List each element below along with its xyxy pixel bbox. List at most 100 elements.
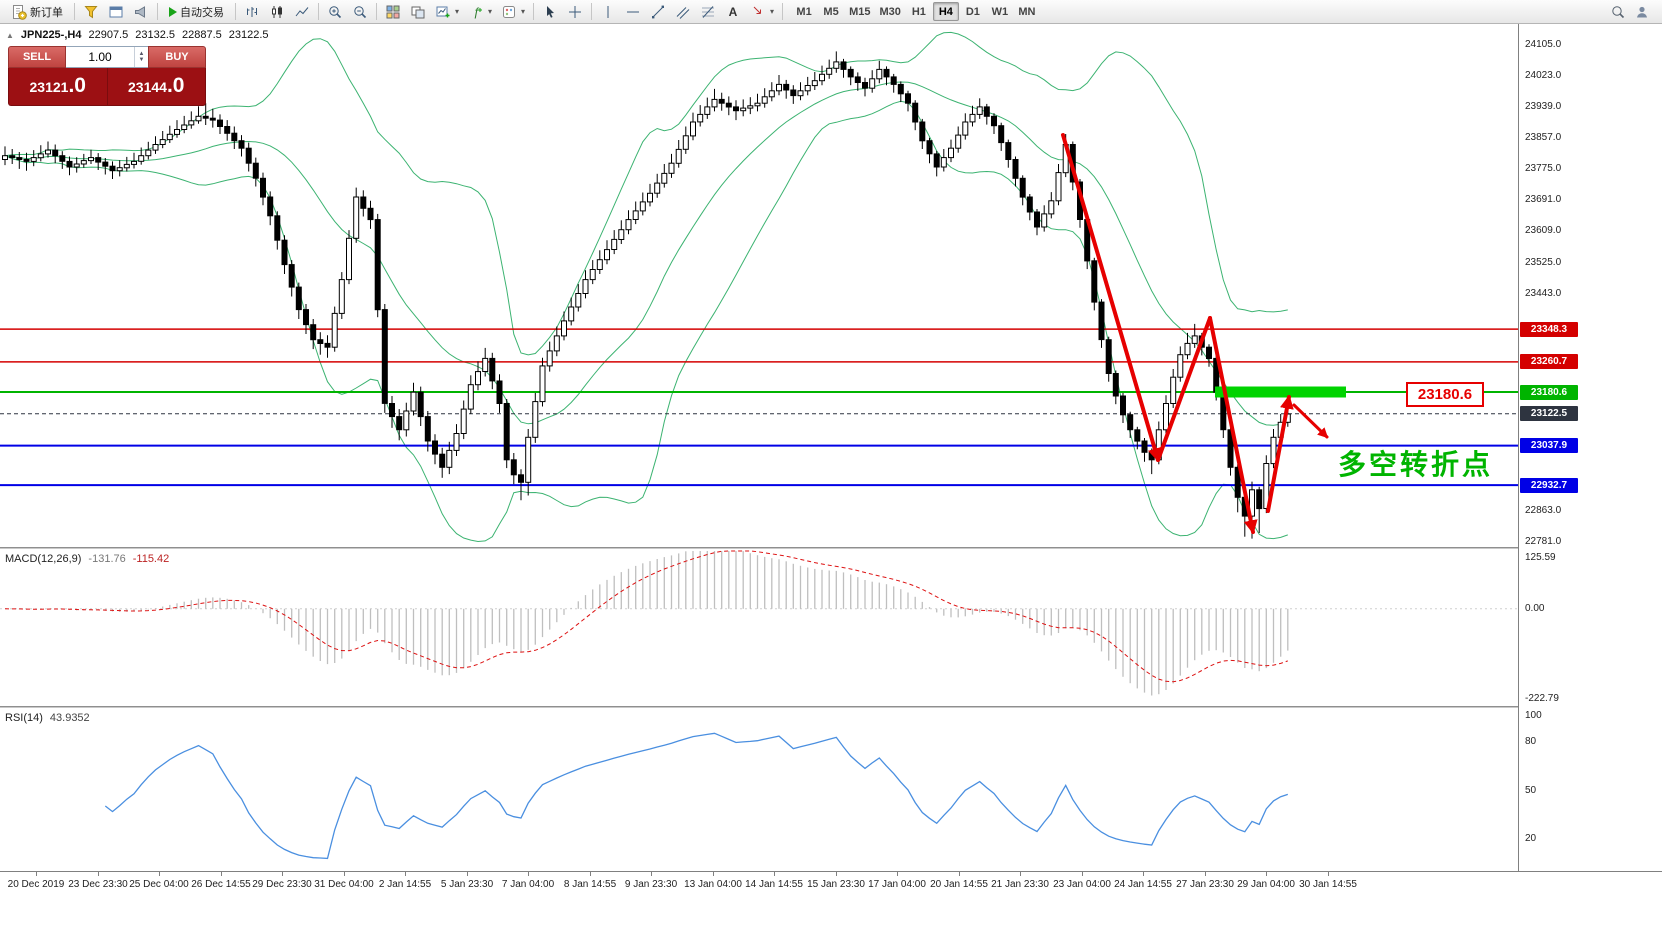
macd-main-value: -131.76 [88, 553, 126, 565]
line-chart-icon [294, 4, 310, 20]
candlestick-chart-button[interactable] [265, 1, 289, 22]
spinner-up-icon[interactable]: ▲ [138, 51, 145, 57]
time-tick [1328, 872, 1329, 876]
buy-price[interactable]: 23144 .0 [106, 68, 206, 105]
time-tick [959, 872, 960, 876]
chinese-note-text[interactable]: 多空转折点 [1338, 448, 1493, 480]
buy-price-main: 23144 [128, 79, 167, 95]
pane-separator[interactable] [0, 547, 1662, 549]
trend-arrow-5[interactable] [1292, 403, 1329, 439]
one-click-trade-panel: SELL 1.00 ▲ ▼ BUY 23121 .0 23144 .0 [8, 46, 206, 106]
arrange-windows-button[interactable] [406, 1, 430, 22]
text-tool-button[interactable]: A [721, 1, 745, 22]
rsi-scale-tick: 20 [1525, 833, 1537, 844]
time-tick [590, 872, 591, 876]
zoom-in-button[interactable] [323, 1, 347, 22]
timeframe-m1[interactable]: M1 [791, 2, 817, 21]
cursor-tool-button[interactable] [538, 1, 562, 22]
timeframe-d1[interactable]: D1 [960, 2, 986, 21]
tile-windows-button[interactable] [381, 1, 405, 22]
new-chart-button[interactable]: ▾ [431, 1, 463, 22]
vertical-line-tool-button[interactable] [596, 1, 620, 22]
price-scale[interactable]: 24105.0 24023.0 23939.0 23857.0 23775.0 23691… [1518, 24, 1662, 871]
new-order-button[interactable]: 新订单 [4, 1, 70, 22]
bar-chart-button[interactable] [240, 1, 264, 22]
sell-price[interactable]: 23121 .0 [9, 68, 107, 105]
toolbar-separator [157, 3, 158, 20]
pane-separator[interactable] [0, 706, 1662, 708]
toolbar-separator [235, 3, 236, 20]
arrows-tool-button[interactable]: ▾ [746, 1, 778, 22]
trendline-icon [652, 5, 665, 18]
templates-button[interactable]: ▾ [497, 1, 529, 22]
buy-button[interactable]: BUY [148, 46, 206, 68]
time-label: 9 Jan 23:30 [624, 879, 678, 890]
channel-icon [675, 4, 691, 20]
timeframe-h4[interactable]: H4 [932, 2, 959, 21]
timeframe-m5[interactable]: M5 [818, 2, 844, 21]
toolbar-separator [74, 3, 75, 20]
text-tool-icon: A [729, 5, 738, 19]
timeframe-m30[interactable]: M30 [875, 2, 904, 21]
ohlc-open: 22907.5 [88, 29, 129, 41]
indicators-button[interactable]: ƒ ▾ [464, 1, 496, 22]
search-button[interactable] [1606, 1, 1630, 22]
time-tick [344, 872, 345, 876]
fibonacci-tool-button[interactable] [696, 1, 720, 22]
time-label: 21 Jan 23:30 [991, 879, 1049, 890]
zoom-out-button[interactable] [348, 1, 372, 22]
collapse-arrow-icon[interactable]: ▲ [6, 30, 14, 40]
data-window-button[interactable] [104, 1, 128, 22]
trend-arrow-3[interactable] [1208, 316, 1258, 535]
dropdown-caret-icon: ▾ [455, 7, 460, 16]
time-tick [713, 872, 714, 876]
trendline-tool-button[interactable] [646, 1, 670, 22]
spinner-down-icon[interactable]: ▼ [138, 57, 145, 63]
terminal-button[interactable] [129, 1, 153, 22]
line-chart-button[interactable] [290, 1, 314, 22]
horizontal-levels[interactable] [0, 328, 1518, 487]
trend-arrow-2[interactable] [1156, 316, 1212, 462]
toolbar-separator [318, 3, 319, 20]
time-label: 8 Jan 14:55 [563, 879, 617, 890]
timeframe-m15[interactable]: M15 [845, 2, 874, 21]
volume-value[interactable]: 1.00 [88, 50, 112, 64]
time-tick [98, 872, 99, 876]
time-tick [36, 872, 37, 876]
timeframe-w1[interactable]: W1 [987, 2, 1013, 21]
time-tick [774, 872, 775, 876]
price-callout-box[interactable] [1406, 382, 1484, 407]
crosshair-tool-button[interactable] [563, 1, 587, 22]
rsi-pane[interactable] [0, 708, 1518, 871]
sell-button[interactable]: SELL [8, 46, 66, 68]
bar-chart-icon [244, 4, 260, 20]
channel-tool-button[interactable] [671, 1, 695, 22]
price-tick: 23691.0 [1525, 194, 1562, 205]
timeframe-mn[interactable]: MN [1014, 2, 1040, 21]
volume-stepper[interactable]: ▲ ▼ [134, 47, 148, 67]
buy-price-pips: .0 [166, 74, 185, 97]
time-label: 24 Jan 14:55 [1114, 879, 1172, 890]
price-tick: 23939.0 [1525, 101, 1562, 112]
market-watch-button[interactable] [79, 1, 103, 22]
trend-arrow-1[interactable] [1061, 133, 1162, 463]
drawn-annotations[interactable]: 23180.6 多空转折点 [1061, 133, 1493, 535]
green-level-bar[interactable] [1215, 386, 1346, 398]
time-axis[interactable]: 20 Dec 2019 23 Dec 23:30 25 Dec 04:00 26 De… [0, 871, 1662, 898]
rsi-name: RSI(14) [5, 712, 43, 724]
timeframe-h1[interactable]: H1 [906, 2, 932, 21]
search-icon [1610, 4, 1626, 20]
trend-arrow-4[interactable] [1266, 394, 1294, 513]
horizontal-line-tool-button[interactable] [621, 1, 645, 22]
autotrade-play-icon [169, 6, 177, 17]
main-price-chart[interactable]: 23180.6 多空转折点 [0, 24, 1518, 547]
autotrading-button[interactable]: 自动交易 [162, 1, 231, 22]
time-label: 25 Dec 04:00 [129, 879, 189, 890]
community-button[interactable] [1630, 1, 1654, 22]
macd-signal-value: -115.42 [132, 553, 170, 565]
price-level-badge-23180.6: 23180.6 [1520, 385, 1578, 400]
macd-pane[interactable] [0, 549, 1518, 706]
time-tick [1205, 872, 1206, 876]
price-tick: 24105.0 [1525, 39, 1562, 50]
volume-field[interactable]: 1.00 ▲ ▼ [66, 46, 148, 68]
